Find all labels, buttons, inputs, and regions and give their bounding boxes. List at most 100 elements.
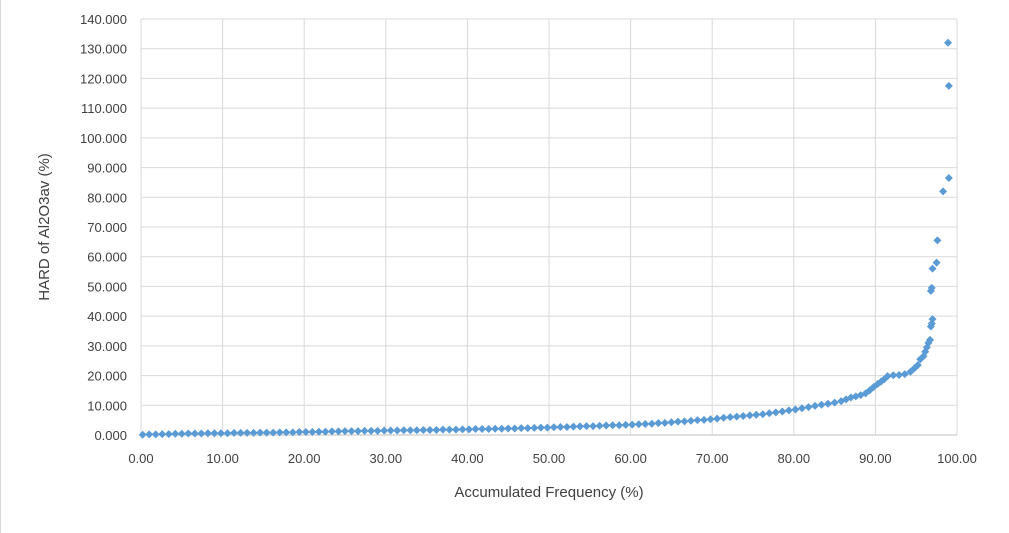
data-point bbox=[406, 426, 415, 435]
data-point bbox=[928, 264, 937, 273]
data-point bbox=[778, 407, 787, 416]
data-point bbox=[360, 426, 369, 435]
data-point bbox=[386, 426, 395, 435]
data-point bbox=[249, 428, 258, 437]
data-point bbox=[419, 425, 428, 434]
data-point bbox=[706, 415, 715, 424]
data-point bbox=[883, 372, 892, 381]
data-point bbox=[321, 427, 330, 436]
data-point bbox=[164, 430, 173, 439]
data-point bbox=[913, 361, 922, 370]
data-point bbox=[791, 405, 800, 414]
data-point bbox=[158, 430, 167, 439]
data-point bbox=[543, 423, 552, 432]
data-point bbox=[562, 422, 571, 431]
data-point bbox=[667, 418, 676, 427]
data-point bbox=[308, 428, 317, 437]
y-tick-label: 110.000 bbox=[81, 101, 127, 116]
data-point bbox=[932, 258, 941, 267]
x-tick-label: 90.00 bbox=[859, 451, 892, 466]
data-point bbox=[393, 426, 402, 435]
data-point bbox=[713, 414, 722, 423]
data-point bbox=[399, 426, 408, 435]
x-tick-label: 10.00 bbox=[206, 451, 239, 466]
data-point bbox=[243, 428, 252, 437]
data-point bbox=[465, 425, 474, 434]
data-point bbox=[927, 283, 936, 292]
data-point bbox=[491, 424, 500, 433]
window-edge-line bbox=[0, 0, 1, 533]
data-point bbox=[615, 421, 624, 430]
data-point bbox=[262, 428, 271, 437]
data-point bbox=[700, 415, 709, 424]
x-tick-label: 100.00 bbox=[937, 451, 977, 466]
y-tick-label: 90.000 bbox=[87, 161, 127, 176]
data-point bbox=[732, 412, 741, 421]
x-tick-label: 30.00 bbox=[370, 451, 403, 466]
data-point bbox=[804, 403, 813, 412]
data-point bbox=[177, 429, 186, 438]
data-point bbox=[373, 426, 382, 435]
x-axis-title: Accumulated Frequency (%) bbox=[454, 484, 643, 501]
y-axis-tick-labels: 0.000 10.000 20.000 30.000 40.000 50.000 60.00… bbox=[80, 12, 127, 443]
y-tick-label: 120.000 bbox=[80, 71, 127, 86]
data-point bbox=[451, 425, 460, 434]
data-point bbox=[530, 423, 539, 432]
data-point bbox=[944, 173, 953, 182]
data-point bbox=[210, 429, 219, 438]
data-point bbox=[824, 399, 833, 408]
data-point bbox=[288, 428, 297, 437]
x-tick-label: 20.00 bbox=[288, 451, 321, 466]
y-tick-label: 70.000 bbox=[87, 220, 127, 235]
data-point bbox=[576, 422, 585, 431]
y-tick-label: 50.000 bbox=[87, 279, 127, 294]
data-point bbox=[216, 429, 225, 438]
x-tick-label: 80.00 bbox=[778, 451, 811, 466]
data-point bbox=[739, 411, 748, 420]
data-point bbox=[634, 420, 643, 429]
data-point bbox=[478, 425, 487, 434]
grid-lines bbox=[140, 18, 958, 436]
data-point bbox=[641, 420, 650, 429]
data-point bbox=[327, 427, 336, 436]
data-point bbox=[628, 420, 637, 429]
x-tick-label: 0.00 bbox=[128, 451, 153, 466]
data-point bbox=[314, 427, 323, 436]
data-point bbox=[889, 371, 898, 380]
data-point bbox=[184, 429, 193, 438]
data-point bbox=[484, 425, 493, 434]
y-tick-label: 80.000 bbox=[87, 190, 127, 205]
data-point bbox=[341, 427, 349, 436]
data-point bbox=[190, 429, 199, 438]
data-point bbox=[765, 409, 774, 418]
data-point bbox=[589, 422, 598, 431]
data-point bbox=[510, 424, 519, 433]
data-point bbox=[497, 424, 506, 433]
data-point bbox=[282, 428, 291, 437]
data-point bbox=[647, 419, 656, 428]
data-point bbox=[944, 81, 953, 90]
data-point bbox=[933, 236, 942, 245]
data-point bbox=[771, 408, 780, 417]
data-point bbox=[928, 315, 937, 324]
y-tick-label: 100.000 bbox=[80, 131, 127, 146]
data-point bbox=[784, 406, 793, 415]
y-tick-label: 40.000 bbox=[87, 309, 127, 324]
data-point bbox=[536, 423, 545, 432]
data-point bbox=[621, 420, 630, 429]
data-point bbox=[752, 410, 761, 419]
data-point bbox=[745, 411, 754, 420]
data-point bbox=[432, 425, 441, 434]
data-point bbox=[817, 400, 826, 409]
data-point bbox=[334, 427, 343, 436]
data-point bbox=[556, 422, 565, 431]
data-point bbox=[275, 428, 284, 437]
data-point bbox=[602, 421, 611, 430]
data-point bbox=[719, 413, 728, 422]
data-point bbox=[895, 370, 904, 379]
data-points bbox=[138, 38, 953, 439]
data-point bbox=[354, 427, 363, 436]
data-point bbox=[256, 428, 265, 437]
y-tick-label: 130.000 bbox=[80, 42, 127, 57]
